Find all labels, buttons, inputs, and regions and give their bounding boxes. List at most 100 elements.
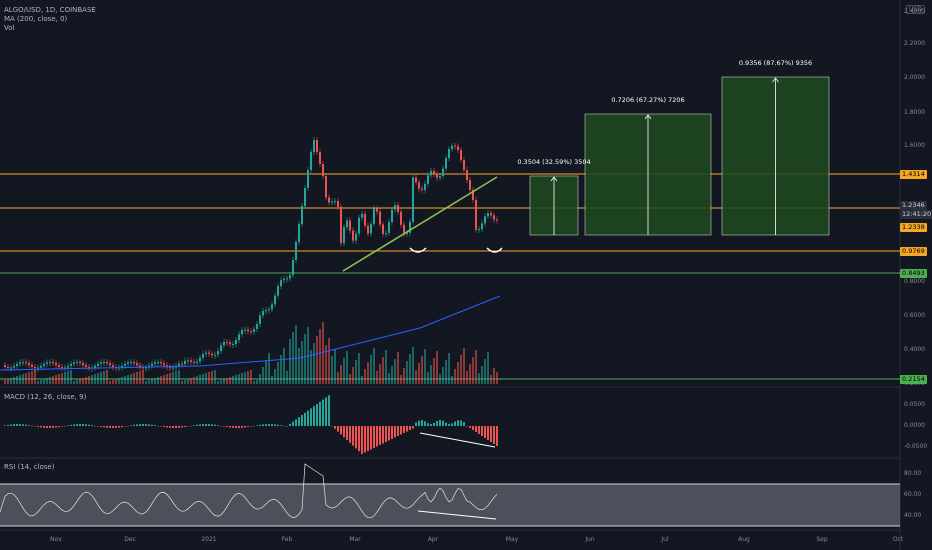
volume-bar: [100, 372, 102, 384]
macd-histogram-bar: [7, 424, 9, 426]
macd-histogram-bar: [223, 426, 225, 427]
volume-bar: [211, 371, 213, 384]
volume-bar: [46, 378, 48, 384]
macd-histogram-bar: [175, 426, 177, 428]
currency-badge[interactable]: USD: [906, 5, 925, 14]
macd-legend[interactable]: MACD (12, 26, close, 9): [4, 393, 87, 401]
macd-histogram-bar: [178, 426, 180, 428]
macd-histogram-bar: [490, 426, 492, 442]
volume-bar: [454, 369, 456, 384]
volume-bar: [349, 374, 351, 384]
macd-histogram-bar: [10, 424, 12, 426]
macd-histogram-bar: [19, 424, 21, 426]
projection-label: 0.3504 (32.59%) 3504: [517, 158, 591, 166]
volume-bar: [229, 377, 231, 384]
macd-histogram-bar: [373, 426, 375, 448]
volume-bar: [118, 378, 120, 384]
time-axis-label: Jun: [585, 536, 595, 543]
macd-histogram-bar: [352, 426, 354, 446]
macd-histogram-bar: [334, 426, 336, 429]
volume-bar: [439, 374, 441, 384]
macd-histogram-bar: [46, 426, 48, 428]
candle-body: [463, 160, 465, 170]
volume-bar: [319, 329, 321, 384]
candle-body: [310, 152, 312, 170]
volume-bar: [10, 378, 12, 384]
macd-histogram-bar: [160, 426, 162, 427]
volume-bar: [223, 379, 225, 384]
volume-bar: [82, 378, 84, 384]
volume-bar: [181, 381, 183, 384]
macd-histogram-bar: [238, 426, 240, 428]
candle-body: [469, 180, 471, 190]
double-bottom-mark: [486, 247, 503, 253]
volume-bar: [136, 372, 138, 384]
time-axis-label: Nov: [50, 536, 62, 543]
volume-bar: [22, 374, 24, 384]
macd-histogram-bar: [454, 421, 456, 426]
macd-histogram-bar: [331, 426, 333, 427]
candle-body: [442, 168, 444, 176]
macd-histogram-bar: [49, 426, 51, 428]
candle-body: [298, 224, 300, 242]
volume-bar: [346, 351, 348, 384]
volume-bar: [394, 359, 396, 384]
volume-bar: [337, 372, 339, 384]
rsi-line: [0, 463, 498, 519]
symbol-legend[interactable]: ALGO/USD, 1D, COINBASE: [4, 6, 96, 14]
candle-body: [40, 365, 42, 368]
candle-body: [355, 233, 357, 241]
candle-body: [88, 367, 90, 369]
time-axis-label: Mar: [349, 536, 361, 543]
volume-bar: [193, 377, 195, 384]
macd-histogram-bar: [106, 426, 108, 428]
volume-bar: [250, 370, 252, 384]
candle-body: [343, 227, 345, 244]
macd-histogram-bar: [364, 426, 366, 453]
macd-histogram-bar: [148, 424, 150, 426]
volume-bar: [19, 375, 21, 384]
volume-bar: [244, 372, 246, 384]
macd-histogram-bar: [313, 406, 315, 426]
macd-histogram-bar: [310, 408, 312, 426]
vol-legend[interactable]: Vol: [4, 24, 15, 32]
macd-axis-label: 0.0000: [904, 422, 925, 429]
candle-body: [172, 367, 174, 369]
macd-histogram-bar: [415, 422, 417, 426]
price-axis-label: 2.2000: [904, 40, 925, 47]
candle-body: [64, 367, 66, 369]
macd-histogram-bar: [346, 426, 348, 440]
candle-body: [13, 366, 15, 368]
macd-histogram-bar: [226, 426, 228, 427]
macd-histogram-bar: [229, 426, 231, 428]
candle-body: [235, 340, 237, 344]
volume-bar: [280, 355, 282, 384]
macd-histogram-bar: [289, 423, 291, 426]
macd-histogram-bar: [466, 426, 468, 427]
candle-body: [181, 363, 183, 365]
candle-body: [445, 157, 447, 169]
candle-body: [277, 286, 279, 296]
macd-histogram-bar: [172, 426, 174, 428]
candle-body: [19, 362, 21, 364]
candle-body: [232, 343, 234, 345]
volume-bar: [304, 334, 306, 384]
macd-histogram-bar: [118, 426, 120, 428]
macd-histogram-bar: [4, 425, 6, 426]
macd-histogram-bar: [256, 425, 258, 426]
macd-histogram-bar: [250, 426, 252, 427]
volume-bar: [73, 381, 75, 384]
candle-body: [415, 177, 417, 183]
ma-legend[interactable]: MA (200, close, 0): [4, 15, 68, 23]
macd-histogram-bar: [139, 424, 141, 426]
candle-body: [262, 310, 264, 316]
candle-body: [478, 229, 480, 231]
macd-histogram-bar: [76, 424, 78, 426]
rsi-legend[interactable]: RSI (14, close): [4, 463, 55, 471]
candle-body: [67, 365, 69, 368]
candle-body: [364, 213, 366, 226]
macd-histogram-bar: [232, 426, 234, 428]
candle-body: [292, 260, 294, 275]
volume-bar: [457, 362, 459, 384]
